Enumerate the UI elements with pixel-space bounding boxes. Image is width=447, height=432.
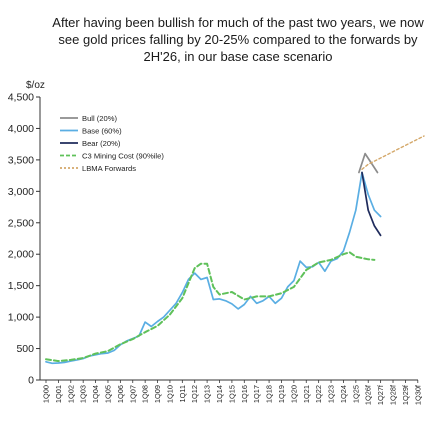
y-tick-label: 2,500 <box>8 217 34 229</box>
y-tick-label: 1,000 <box>8 312 34 324</box>
x-tick-label: 1Q06 <box>116 385 125 403</box>
legend-label: C3 Mining Cost (90%ile) <box>82 152 164 161</box>
x-tick-label: 1Q13 <box>203 385 212 403</box>
y-tick-label: 4,500 <box>8 92 34 104</box>
series-line-bear-20 <box>361 171 382 237</box>
x-tick-label: 1Q22 <box>314 385 323 403</box>
series-layer <box>45 135 425 365</box>
x-tick-label: 1Q00 <box>42 385 51 403</box>
x-tick-label: 1Q07 <box>128 385 137 403</box>
y-tick-label: 1,500 <box>8 280 34 292</box>
x-tick-label: 1Q23 <box>327 385 336 403</box>
y-tick-label: 3,000 <box>8 186 34 198</box>
x-tick-label: 1Q03 <box>79 385 88 403</box>
legend-label: Bear (20%) <box>82 139 121 148</box>
x-tick-label: 1Q09 <box>153 385 162 403</box>
y-tick-label: 500 <box>16 343 34 355</box>
y-axis-unit-label: $/oz <box>26 80 45 91</box>
y-tick-label: 2,000 <box>8 249 34 261</box>
x-tick-label: 1Q25 <box>351 385 360 403</box>
x-tick-label: 1Q12 <box>190 385 199 403</box>
chart-legend: Bull (20%) Base (60%) Bear (20%) C3 Mining … <box>60 114 164 173</box>
x-axis-ticks: 1Q00 1Q01 1Q02 1Q03 1Q04 1Q05 1Q06 1Q07 1Q08 1Q09… <box>42 380 422 405</box>
x-tick-label: 1Q02 <box>66 385 75 403</box>
x-tick-label: 1Q29f <box>401 384 410 405</box>
x-tick-label: 1Q15 <box>227 385 236 403</box>
x-tick-label: 1Q05 <box>103 385 112 403</box>
x-tick-label: 1Q21 <box>302 385 311 403</box>
y-tick-label: 4,000 <box>8 123 34 135</box>
y-tick-label: 0 <box>28 375 34 387</box>
chart-title: After having been bullish for much of th… <box>52 15 424 64</box>
x-tick-label: 1Q01 <box>54 385 63 403</box>
x-tick-label: 1Q17 <box>252 385 261 403</box>
series-line-base-60 <box>45 171 382 365</box>
x-tick-label: 1Q20 <box>289 385 298 403</box>
series-line-lbma-forwards <box>361 135 425 170</box>
x-tick-label: 1Q27f <box>376 384 385 405</box>
legend-label: LBMA Forwards <box>82 164 136 173</box>
series-line-bull-20 <box>358 152 379 174</box>
x-tick-label: 1Q18 <box>265 385 274 403</box>
x-tick-label: 1Q28f <box>389 384 398 405</box>
x-tick-label: 1Q14 <box>215 385 224 403</box>
x-tick-label: 1Q26f <box>364 384 373 405</box>
chart-axes <box>39 97 418 381</box>
x-tick-label: 1Q04 <box>91 385 100 403</box>
x-tick-label: 1Q10 <box>165 385 174 403</box>
legend-label: Bull (20%) <box>82 114 117 123</box>
x-tick-label: 1Q30f <box>413 384 422 405</box>
x-tick-label: 1Q11 <box>178 385 187 403</box>
x-tick-label: 1Q24 <box>339 385 348 403</box>
x-tick-label: 1Q16 <box>240 385 249 403</box>
x-tick-label: 1Q19 <box>277 385 286 403</box>
series-line-c3-mining-cost-90-ile <box>45 251 376 363</box>
y-tick-label: 3,500 <box>8 154 34 166</box>
legend-label: Base (60%) <box>82 127 122 136</box>
y-axis-ticks: 0 500 1,000 1,500 2,000 2,500 3,000 3,500 4,000 4… <box>8 92 40 387</box>
x-tick-label: 1Q08 <box>141 385 150 403</box>
